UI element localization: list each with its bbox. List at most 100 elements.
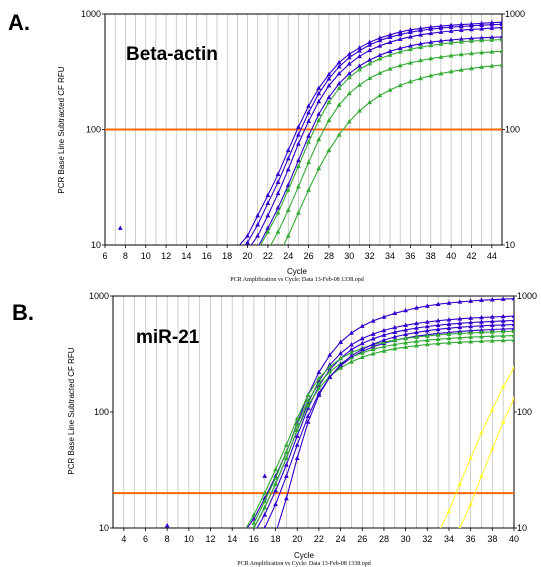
panel-b-y-tick-label: 100 <box>94 407 109 417</box>
panel-b-series-4-line-point <box>511 326 514 331</box>
panel-b-x-tick-label: 18 <box>271 534 281 544</box>
panel-b-series-8-line-point <box>468 323 474 329</box>
panel-a-series-1-line-point <box>367 39 373 44</box>
panel-a-series-7-line-point <box>387 87 393 92</box>
panel-a-series-6-line-point <box>458 51 464 57</box>
panel-b-series-5-line-point <box>273 466 278 472</box>
panel-b-x-tick-label: 8 <box>165 534 170 544</box>
panel-a-series-6-line-point <box>275 229 281 234</box>
panel-b-x-tick-label: 28 <box>379 534 389 544</box>
panel-b-series-7-line-point <box>273 481 278 486</box>
panel-a-series-4-line-point <box>357 63 362 68</box>
panel-a-x-tick-label: 38 <box>426 251 436 261</box>
panel-a-series-5-line-point <box>458 39 464 44</box>
panel-a-series-3-line-point <box>499 25 502 30</box>
panel-a-series-2-line-point <box>428 26 434 31</box>
panel-b-series-8-line-point <box>424 328 430 333</box>
panel-a-series-2-line-point <box>316 90 322 96</box>
panel-a-series-4-line-point <box>346 70 352 76</box>
panel-a-x-tick-label: 44 <box>487 251 497 261</box>
panel-a-series-4-line-point <box>479 35 485 40</box>
panel-b-series-3-line-point <box>489 318 495 324</box>
panel-b-series-1-line-point <box>349 330 354 335</box>
panel-a-x-tick-label: 26 <box>304 251 314 261</box>
panel-a-y-tick-label-right: 1000 <box>505 9 525 19</box>
panel-b-series-8-line-point <box>511 321 514 327</box>
panel-a-series-7-line-point <box>469 65 474 71</box>
panel-b-series-3-line-point <box>392 329 398 335</box>
panel-b-series-5-line-point <box>338 355 343 361</box>
panel-a-series-6-line-point <box>428 56 434 61</box>
panel-a-series-6-line-point <box>357 82 362 87</box>
panel-a-series-1-line-point <box>357 45 362 50</box>
panel-b-series-1-line-point <box>251 516 257 521</box>
panel-a-series-7-line-point <box>479 64 485 69</box>
panel-a-series-4-line-point <box>458 36 464 41</box>
panel-a-series-2-line-point <box>306 110 311 115</box>
panel-a-series-1-line-point <box>336 59 342 65</box>
panel-a-series-4-line-point <box>489 34 495 40</box>
panel-a-y-axis-label: PCR Base Line Subtracted CF RFU <box>57 66 66 193</box>
panel-b-yellow-series-1-line-point <box>511 365 514 370</box>
panel-b-series-7-line-point <box>479 338 484 343</box>
panel-a-series-6-line-point <box>326 117 332 123</box>
panel-a-series-1-line-point <box>316 85 322 90</box>
panel-a-series-7-line-point <box>407 78 413 84</box>
panel-b-x-tick-label: 12 <box>206 534 216 544</box>
panel-b-series-5-line-point <box>392 337 398 342</box>
panel-a-series-2-line-point <box>489 22 495 27</box>
panel-a-x-tick-label: 28 <box>324 251 334 261</box>
panel-a-series-6-line-point <box>489 49 495 54</box>
panel-b-series-7-line-point <box>446 340 452 345</box>
panel-a-series-6-line <box>270 50 502 245</box>
panel-b-series-2-line-point <box>338 350 343 356</box>
panel-a-series-2-line-point <box>296 132 301 137</box>
panel-a-series-7-line-point <box>336 132 342 137</box>
panel-a-x-tick-label: 6 <box>102 251 107 261</box>
panel-a-series-3-line-point <box>479 26 485 31</box>
panel-a-outlier-point <box>117 225 123 230</box>
panel-b-series-8-line-point <box>489 322 495 328</box>
panel-a-x-tick-label: 42 <box>466 251 476 261</box>
panel-a-series-5-line-point <box>377 56 383 61</box>
panel-a-x-tick-label: 34 <box>385 251 395 261</box>
panel-a-series-7-line-point <box>458 67 464 72</box>
panel-b-x-tick-label: 30 <box>401 534 411 544</box>
panel-b-series-1-line-point <box>241 531 246 535</box>
panel-a-series-5-line-point <box>275 210 281 215</box>
panel-b-series-7-line-point <box>457 339 463 344</box>
panel-a-series-4-line-point <box>326 94 332 100</box>
panel-a-series-5-line-point <box>306 139 311 144</box>
panel-b-series-6-line-point <box>392 341 398 347</box>
panel-a-y-tick-label: 10 <box>91 240 101 250</box>
panel-b-x-tick-label: 32 <box>422 534 432 544</box>
panel-b-series-6-line-point <box>403 340 409 345</box>
panel-a-x-tick-label: 40 <box>446 251 456 261</box>
panel-a-series-4-line-point <box>336 80 342 86</box>
panel-b-series-8-line-point <box>403 331 409 337</box>
panel-a-series-5-line-point <box>448 40 454 45</box>
panel-b-series-3-line-point <box>511 317 514 323</box>
panel-a-series-6-line-point <box>397 62 403 68</box>
panel-a-series-7-line-point <box>397 82 403 88</box>
panel-b-series-8-line-point <box>457 324 463 330</box>
panel-b-series-5-line-point <box>479 329 484 335</box>
panel-b-series-8-line-point <box>370 341 376 346</box>
panel-b-series-6-line-point <box>284 449 289 455</box>
panel-a-series-5-line-point <box>346 74 352 80</box>
panel-b-y-tick-label-right: 10 <box>517 523 527 533</box>
panel-b-series-3-line-point <box>479 319 484 324</box>
panel-a-y-tick-label: 1000 <box>81 9 101 19</box>
panel-b-x-tick-label: 36 <box>466 534 476 544</box>
panel-b-x-tick-label: 26 <box>357 534 367 544</box>
panel-a-series-7-line-point <box>276 254 281 258</box>
panel-a-series-1-line-point <box>285 147 291 153</box>
panel-a-series-6-line-point <box>448 53 454 58</box>
panel-b-series-3-line-point <box>457 320 463 326</box>
panel-a-series-5-line-point <box>499 37 502 42</box>
panel-b-series-2-line-point <box>479 314 484 320</box>
panel-a-series-3-line-point <box>316 98 322 104</box>
panel-a-series-1-line-point <box>245 233 250 238</box>
panel-b-yellow-series-2-line <box>459 398 514 528</box>
